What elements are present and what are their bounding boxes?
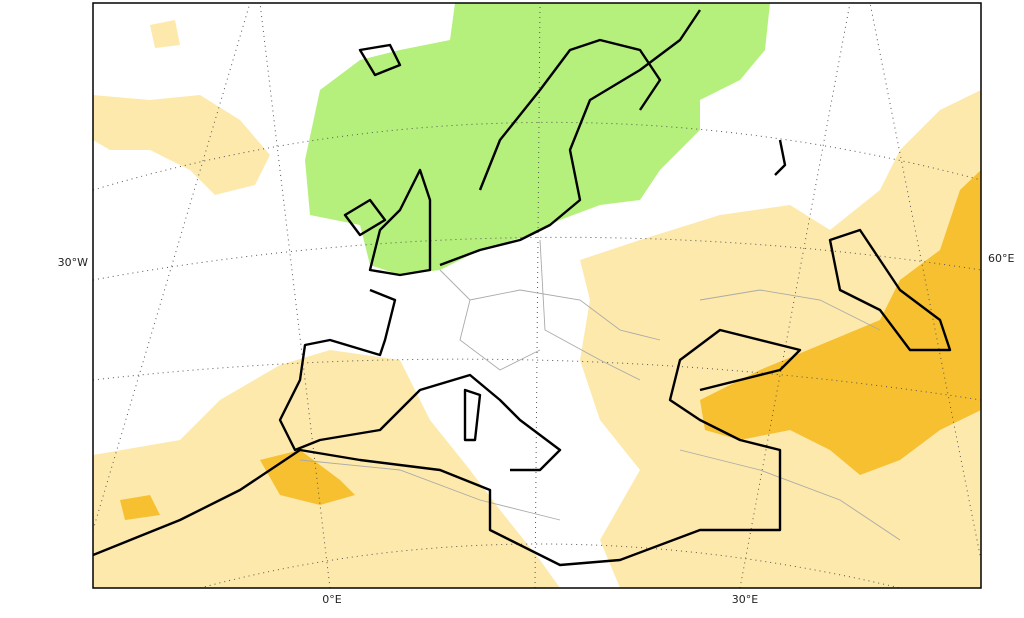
borders: [299, 239, 901, 541]
coastline: [93, 9, 952, 567]
map-content: [93, 3, 981, 588]
longitude-label: 30°E: [732, 593, 758, 606]
map-frame: [92, 2, 982, 589]
longitude-label: 60°E: [988, 252, 1014, 265]
strong-anomaly: [120, 170, 981, 520]
longitude-label: 30°W: [58, 256, 88, 269]
graticule: [93, 3, 981, 588]
longitude-label: 0°E: [322, 593, 341, 606]
